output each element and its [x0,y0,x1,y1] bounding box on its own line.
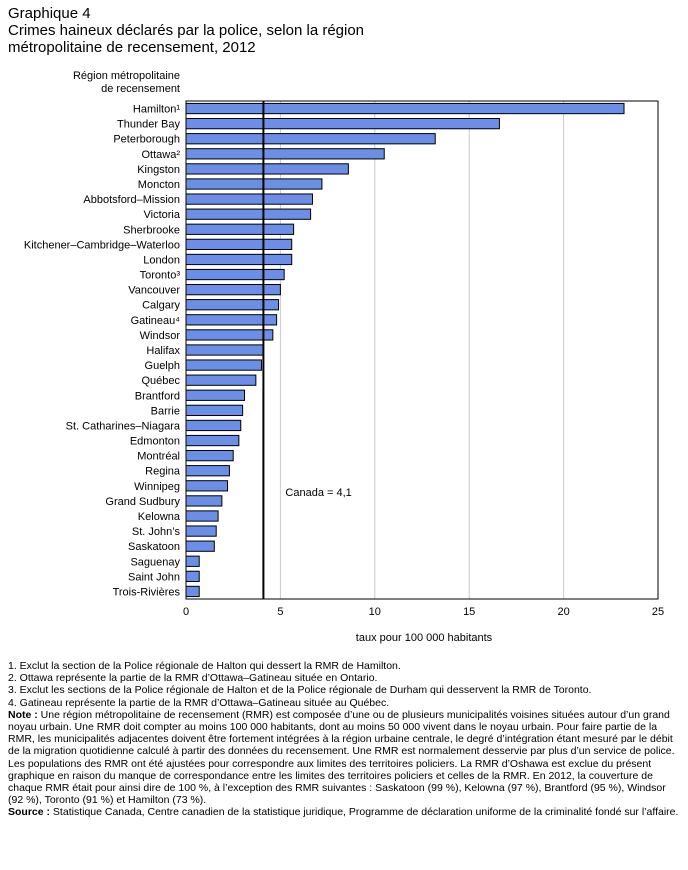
category-label: Ottawa² [141,149,180,161]
bar [185,465,230,477]
bar [185,133,436,145]
category-label: Abbotsford–Mission [83,194,180,206]
bar [185,434,240,447]
category-label: Victoria [144,209,181,221]
x-tick-label: 20 [557,606,569,618]
bar [185,102,625,115]
category-label: Québec [141,375,180,387]
category-label: Brantford [135,390,180,402]
footnotes: 1. Exclut la section de la Police région… [8,660,680,819]
category-labels: Hamilton¹ Thunder Bay Peterborough Ottawa² K… [24,104,181,599]
gridlines [279,101,565,599]
category-label: Halifax [146,345,180,357]
note-text: Une région métropolitaine de recensement… [8,708,675,807]
bar [185,284,281,296]
category-label: Vancouver [128,285,180,297]
category-label: Saskatoon [128,541,180,553]
source-label: Source : [8,806,51,819]
category-label: Gatineau⁴ [131,315,181,327]
bar [185,193,313,205]
footnote-1: 1. Exclut la section de la Police région… [8,660,401,672]
category-label: Guelph [145,360,180,372]
category-label: Kingston [137,164,180,176]
category-label: Moncton [138,179,180,191]
x-tick-label: 5 [277,606,283,618]
source-text: Statistique Canada, Centre canadien de l… [50,806,679,819]
plot-frame [185,100,659,600]
chart-title: Graphique 4 Crimes haineux déclarés par … [8,5,678,56]
reference-label: Canada = 4,1 [285,487,351,499]
bar [185,344,264,356]
category-label: St. John’s [132,526,181,538]
category-label: Kelowna [138,511,181,523]
category-label: Toronto³ [140,270,181,282]
bar [185,118,500,130]
bar [185,389,246,401]
category-label: Calgary [142,300,180,312]
bar [185,450,234,462]
bar [185,163,349,175]
title-line-1: Graphique 4 [8,5,91,22]
bar [185,238,293,250]
category-label: Peterborough [113,134,180,146]
category-label: Regina [145,466,181,478]
bar [185,223,295,235]
bar [185,359,263,371]
bar [185,299,280,311]
x-tick-label: 0 [183,606,189,618]
category-label: Montréal [137,451,180,463]
category-label: Saguenay [130,556,180,568]
bar [185,253,293,266]
note-label: Note : [8,708,38,721]
bar [185,480,229,492]
source-paragraph: Source : Statistique Canada, Centre cana… [8,806,680,818]
category-label: Grand Sudbury [105,496,180,508]
bar [185,495,223,507]
y-axis-label-line-1: Région métropolitaine [73,70,180,82]
category-label: London [143,254,180,266]
x-tick-labels: 0 5 10 15 20 25 [183,606,664,618]
category-label: Winnipeg [134,481,180,493]
bar [185,329,274,341]
footnote-3: 3. Exclut les sections de la Police régi… [8,684,592,697]
bar [185,419,242,432]
footnote-4: 4. Gatineau représente la partie de la R… [8,696,390,709]
note-paragraph: Note : Une région métropolitaine de rece… [8,709,680,807]
y-axis-label-line-2: de recensement [101,83,180,95]
bar [185,268,285,281]
bar [185,178,323,190]
bar [185,148,385,160]
footnote-2: 2. Ottawa représente la partie de la RMR… [8,672,378,685]
category-label: Thunder Bay [117,119,180,131]
title-line-3: métropolitaine de recensement, 2012 [8,39,256,56]
category-label: Barrie [151,405,180,417]
bar [185,555,200,567]
reference-label-box [281,484,368,500]
bar [185,208,312,220]
bar [185,585,200,598]
bar-chart: Région métropolitaine de recensement Ham… [24,70,664,644]
category-label: Sherbrooke [123,224,180,236]
x-tick-label: 25 [652,606,664,618]
bar [185,540,215,552]
x-axis-label: taux pour 100 000 habitants [356,632,493,644]
category-label: Edmonton [130,436,180,448]
bar [185,404,244,416]
category-label: Kitchener–Cambridge–Waterloo [24,239,180,251]
bar [185,374,257,386]
x-tick-label: 15 [463,606,475,618]
category-label: St. Catharines–Niagara [66,420,181,432]
category-label: Saint John [128,571,180,583]
bar [185,510,219,522]
bar [185,570,200,582]
bars [185,102,625,598]
category-label: Trois-Rivières [113,586,181,598]
bar [185,525,217,537]
category-label: Hamilton¹ [133,104,180,116]
x-tick-label: 10 [369,606,381,618]
title-line-2: Crimes haineux déclarés par la police, s… [8,22,365,39]
category-label: Windsor [140,330,181,342]
